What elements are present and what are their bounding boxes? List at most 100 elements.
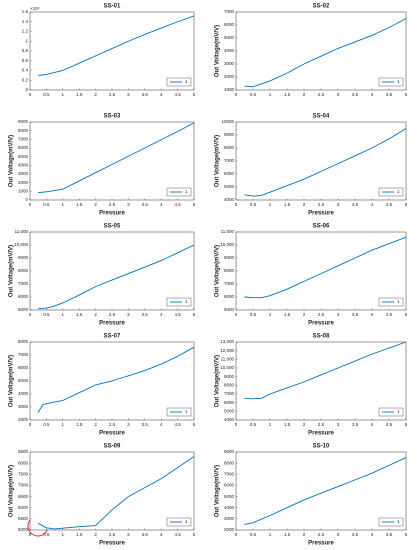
x-tick-label: 2.5 — [318, 422, 325, 427]
x-tick-label: 0.5 — [250, 422, 257, 427]
x-tick-label: 2.5 — [318, 532, 325, 537]
y-exponent: ×10⁴ — [30, 6, 40, 11]
y-tick-label: 5000 — [18, 527, 29, 532]
y-tick-label: 10,000 — [14, 242, 28, 247]
y-tick-label: 9000 — [224, 374, 235, 379]
x-tick-label: 2.5 — [109, 92, 116, 97]
y-tick-label: 7000 — [224, 471, 235, 476]
y-tick-label: 10,000 — [220, 242, 234, 247]
x-tick-label: 1 — [269, 92, 272, 97]
data-line — [244, 341, 407, 400]
legend-label: 1 — [397, 519, 400, 524]
x-tick-label: 4.5 — [174, 92, 181, 97]
x-tick-label: 3.5 — [142, 202, 149, 207]
x-tick-label: 0.5 — [43, 92, 50, 97]
y-tick-label: 6000 — [18, 365, 29, 370]
legend-label: 1 — [185, 519, 188, 524]
x-tick-label: 0 — [235, 312, 238, 317]
y-tick-label: 4000 — [18, 163, 29, 168]
chart-title: SS-05 — [104, 224, 121, 230]
y-axis-label: Out Voltage(mV/V) — [9, 465, 15, 517]
x-tick-label: 4 — [160, 532, 163, 537]
chart-title: SS-04 — [313, 114, 330, 120]
legend-label: 1 — [397, 189, 400, 194]
y-tick-label: 8000 — [18, 460, 29, 465]
x-tick-label: 1.5 — [76, 202, 83, 207]
y-tick-label: 3000 — [224, 516, 235, 521]
y-tick-label: 1.6 — [22, 9, 29, 14]
x-tick-label: 2.5 — [318, 92, 325, 97]
x-tick-label: 3 — [127, 532, 130, 537]
y-tick-label: 7000 — [224, 391, 235, 396]
x-tick-label: 1 — [62, 312, 65, 317]
x-tick-label: 1 — [62, 92, 65, 97]
x-tick-label: 0.5 — [43, 422, 50, 427]
x-tick-label: 0.5 — [250, 532, 257, 537]
x-tick-label: 1.5 — [284, 422, 291, 427]
y-tick-label: 11,000 — [221, 357, 235, 362]
y-tick-label: 13,000 — [220, 339, 234, 344]
y-tick-label: 2000 — [224, 74, 235, 79]
x-tick-label: 0.5 — [43, 202, 50, 207]
x-tick-label: 3 — [337, 312, 340, 317]
y-tick-label: 6000 — [18, 294, 29, 299]
y-tick-label: 5000 — [18, 378, 29, 383]
y-axis-label: Out Voltage(mV/V) — [9, 135, 15, 187]
x-tick-label: 1.5 — [284, 312, 291, 317]
y-axis-label: Out Voltage(mV/V) — [215, 135, 221, 187]
x-tick-label: 5 — [193, 202, 196, 207]
x-tick-label: 4.5 — [174, 422, 181, 427]
chart-title: SS-10 — [313, 444, 330, 450]
y-tick-label: 5000 — [224, 494, 235, 499]
x-tick-label: 2.5 — [109, 422, 116, 427]
y-tick-label: 8500 — [18, 449, 29, 454]
x-tick-label: 4.5 — [174, 312, 181, 317]
y-tick-label: 5000 — [224, 307, 235, 312]
y-tick-label: 6000 — [224, 171, 235, 176]
x-tick-label: 0 — [235, 532, 238, 537]
y-tick-label: 5000 — [18, 154, 29, 159]
legend-label: 1 — [397, 299, 400, 304]
y-tick-label: 1000 — [18, 189, 29, 194]
x-tick-label: 3 — [337, 202, 340, 207]
x-tick-label: 0 — [29, 312, 32, 317]
x-tick-label: 1.5 — [284, 202, 291, 207]
y-tick-label: 7000 — [224, 9, 235, 14]
y-tick-label: 1 — [25, 38, 28, 43]
x-axis-label: Pressure — [308, 431, 334, 437]
y-tick-label: 4000 — [224, 505, 235, 510]
plot-area — [29, 11, 195, 91]
y-axis-label: Out Voltage(mV/V) — [215, 465, 221, 517]
x-tick-label: 3.5 — [142, 312, 149, 317]
x-tick-label: 3.5 — [352, 202, 359, 207]
x-tick-label: 3 — [337, 422, 340, 427]
x-tick-label: 2 — [94, 422, 97, 427]
y-tick-label: 8000 — [224, 145, 235, 150]
x-tick-label: 1 — [269, 312, 272, 317]
x-tick-label: 3 — [127, 312, 130, 317]
data-line — [37, 346, 195, 413]
y-tick-label: 1.2 — [22, 29, 29, 34]
plot-area — [235, 121, 407, 201]
x-tick-label: 4 — [371, 312, 374, 317]
y-tick-label: 3000 — [18, 404, 29, 409]
x-tick-label: 1 — [62, 532, 65, 537]
data-line — [38, 15, 195, 76]
x-tick-label: 1.5 — [76, 92, 83, 97]
x-tick-label: 1 — [62, 202, 65, 207]
y-tick-label: 4000 — [18, 391, 29, 396]
legend-label: 1 — [185, 409, 188, 414]
y-tick-label: 7000 — [18, 281, 29, 286]
x-tick-label: 0 — [29, 422, 32, 427]
y-tick-label: 6500 — [18, 494, 29, 499]
x-tick-label: 3.5 — [352, 312, 359, 317]
y-tick-label: 7000 — [224, 281, 235, 286]
plot-area — [29, 451, 195, 531]
data-line — [37, 456, 195, 530]
y-tick-label: 7500 — [18, 471, 29, 476]
y-tick-label: 0.4 — [22, 68, 29, 73]
x-tick-label: 2 — [94, 312, 97, 317]
y-tick-label: 4000 — [224, 197, 235, 202]
